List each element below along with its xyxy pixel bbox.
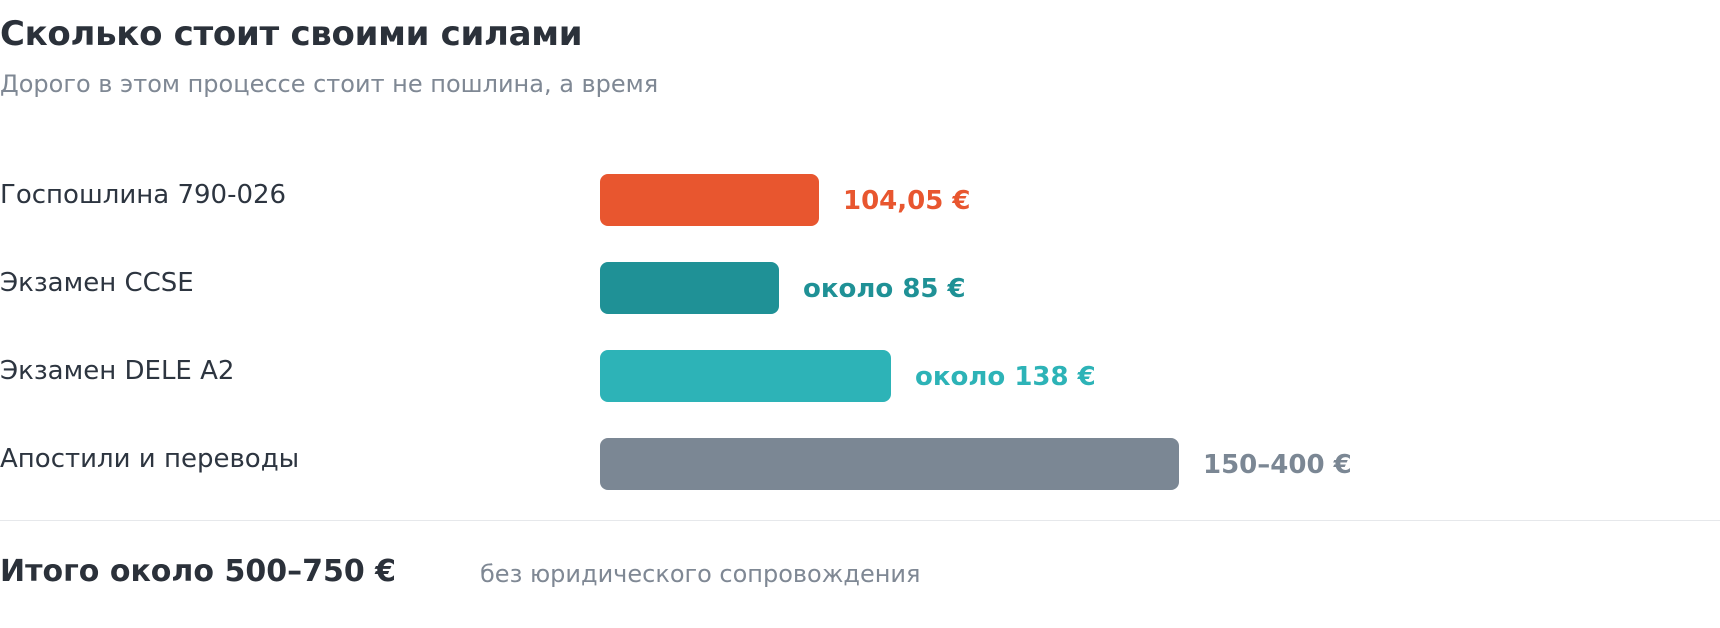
total-label: Итого около 500–750 € <box>0 554 397 589</box>
bar-row: Госпошлина 790-026 104,05 € <box>0 174 1720 230</box>
value-label: 104,05 € <box>843 186 971 216</box>
bar-row: Апостили и переводы 150–400 € <box>0 438 1720 494</box>
bar <box>600 350 891 402</box>
bar <box>600 174 819 226</box>
category-label: Госпошлина 790-026 <box>0 180 287 210</box>
bar <box>600 262 779 314</box>
bar <box>600 438 1179 490</box>
value-label: около 138 € <box>915 362 1096 392</box>
value-label: 150–400 € <box>1203 450 1352 480</box>
divider <box>0 520 1720 521</box>
total-note: без юридического сопровождения <box>480 560 921 588</box>
bar-chart: Госпошлина 790-026 104,05 € Экзамен CCSE ок… <box>0 150 1720 510</box>
category-label: Апостили и переводы <box>0 444 300 474</box>
bar-row: Экзамен DELE A2 около 138 € <box>0 350 1720 406</box>
value-label: около 85 € <box>803 274 966 304</box>
chart-subtitle: Дорого в этом процессе стоит не пошлина,… <box>0 70 659 98</box>
bar-row: Экзамен CCSE около 85 € <box>0 262 1720 318</box>
chart-title: Сколько стоит своими силами <box>0 14 583 54</box>
category-label: Экзамен DELE A2 <box>0 356 235 386</box>
category-label: Экзамен CCSE <box>0 268 194 298</box>
